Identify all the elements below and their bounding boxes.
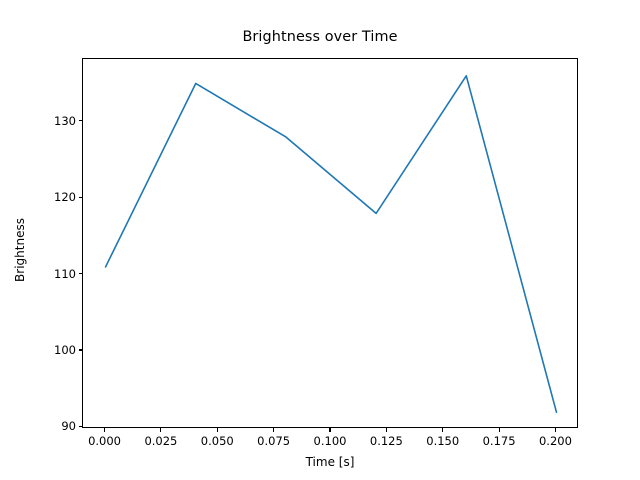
x-tick-mark — [216, 428, 218, 432]
y-tick-mark — [78, 425, 82, 427]
x-tick-label: 0.150 — [426, 434, 460, 448]
x-tick-label: 0.100 — [313, 434, 347, 448]
y-tick-label: 90 — [61, 419, 76, 434]
x-tick-mark — [273, 428, 275, 432]
series-line-brightness — [104, 75, 558, 413]
x-tick-mark — [329, 428, 331, 432]
y-axis-label: Brightness — [13, 218, 27, 282]
y-tick-label: 120 — [54, 190, 76, 205]
x-tick-mark — [498, 428, 500, 432]
x-tick-label: 0.075 — [257, 434, 291, 448]
y-tick-mark — [78, 273, 82, 275]
x-tick-label: 0.000 — [88, 434, 121, 448]
plot-axes-area — [82, 58, 578, 428]
chart-title: Brightness over Time — [242, 29, 398, 45]
x-tick-label: 0.200 — [538, 434, 572, 448]
x-tick-mark — [385, 428, 387, 432]
x-tick-label: 0.050 — [200, 434, 234, 448]
line-series-plot — [104, 75, 558, 413]
y-tick-mark — [78, 196, 82, 198]
y-tick-label: 100 — [54, 343, 76, 358]
y-tick-label: 110 — [54, 266, 76, 281]
x-tick-label: 0.175 — [482, 434, 516, 448]
y-tick-label: 130 — [54, 113, 76, 128]
x-tick-mark — [554, 428, 556, 432]
y-tick-mark — [78, 120, 82, 122]
x-tick-mark — [160, 428, 162, 432]
y-tick-mark — [78, 349, 82, 351]
x-tick-label: 0.125 — [369, 434, 403, 448]
x-axis-label: Time [s] — [305, 455, 355, 469]
x-tick-label: 0.025 — [144, 434, 178, 448]
x-tick-mark — [442, 428, 444, 432]
x-tick-mark — [103, 428, 106, 432]
